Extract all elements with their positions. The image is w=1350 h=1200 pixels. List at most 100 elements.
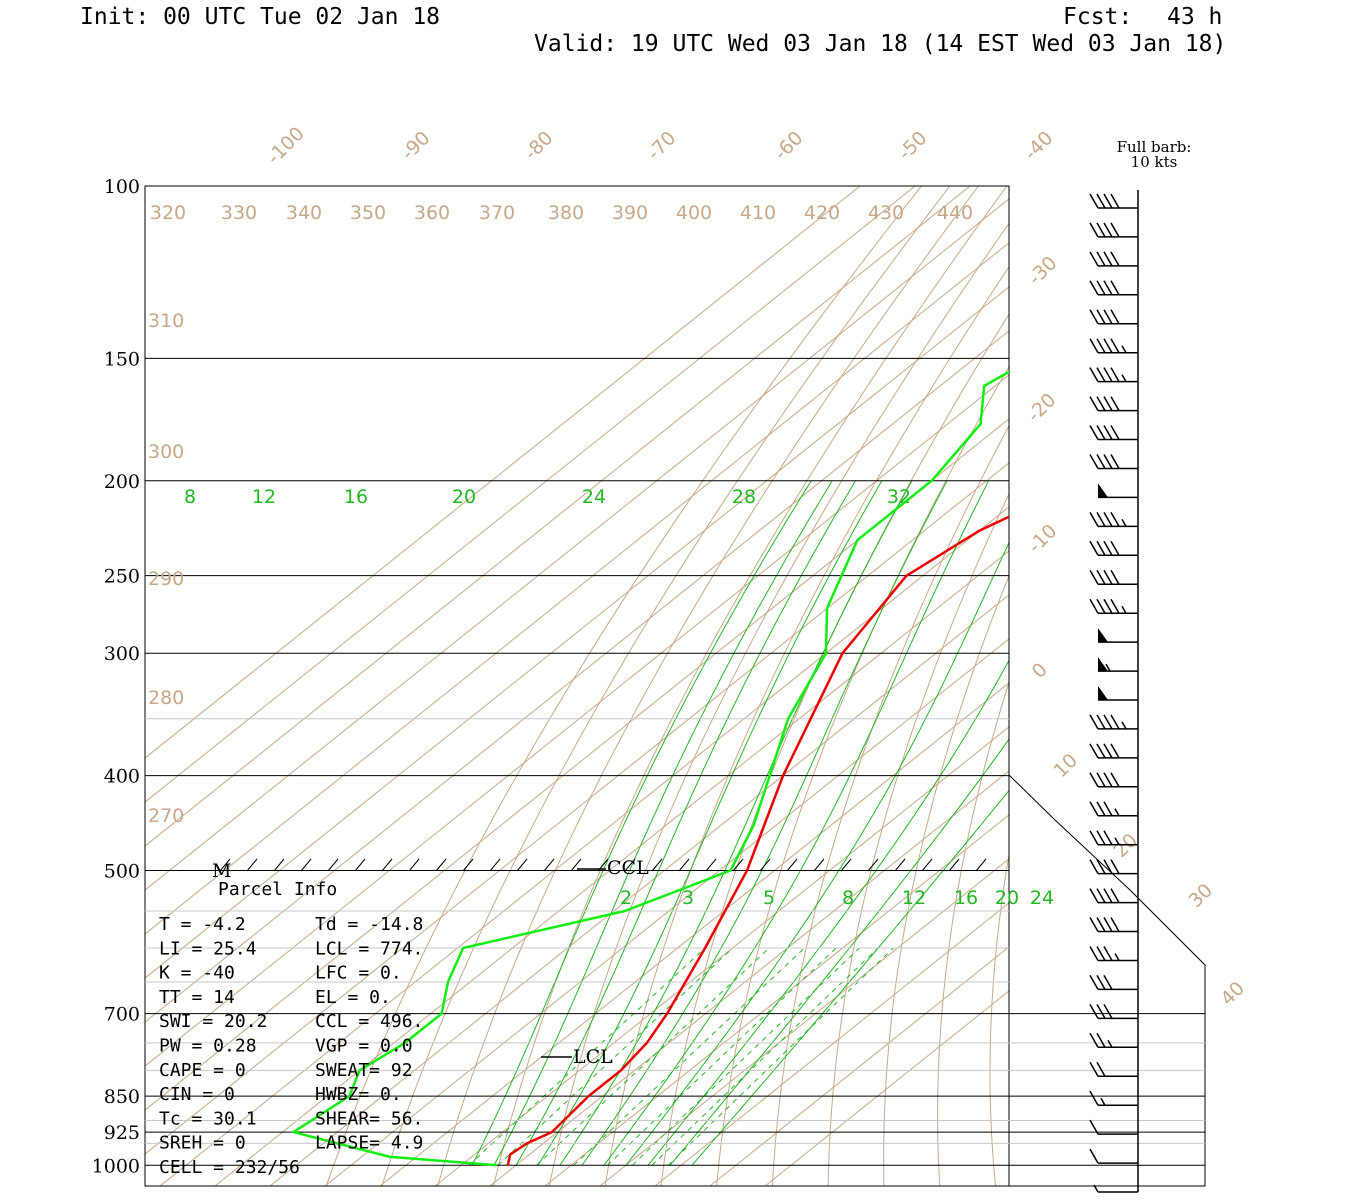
mixing-ratio-label: 8 <box>842 887 854 909</box>
mixing-ratio-line <box>651 947 879 1166</box>
theta-label: 440 <box>937 202 973 224</box>
mixing-ratio-line <box>497 947 734 1166</box>
dry-adiabat-line <box>827 492 1009 1186</box>
isotherm-label: -20 <box>1023 389 1061 427</box>
hatch-mark <box>300 858 312 872</box>
isotherm-line <box>379 682 1009 1186</box>
barb-panel-frame <box>145 186 1206 1187</box>
isotherm-line <box>145 374 1009 1067</box>
theta-label: 370 <box>479 202 515 224</box>
wind-barb <box>1089 569 1138 585</box>
isotherm-label: -50 <box>894 127 932 165</box>
isotherm-line <box>489 770 1009 1186</box>
dewpoint-profile <box>292 370 1009 1167</box>
parcel-info-title: Parcel Info <box>218 879 337 900</box>
pressure-tick-label: 300 <box>104 643 140 665</box>
isotherm-label: 0 <box>1028 659 1052 683</box>
theta-label: 280 <box>148 687 184 709</box>
mixing-ratio-line <box>536 947 770 1166</box>
pressure-tick-label: 500 <box>104 860 140 882</box>
moist-adiabat-line <box>471 480 812 1166</box>
hatch-mark <box>516 858 528 872</box>
parcel-row-left: TT = 14 <box>159 987 235 1008</box>
theta-label: 290 <box>148 568 184 590</box>
wind-barb <box>1089 1090 1138 1106</box>
wind-barb <box>1089 830 1138 846</box>
forecast-hour: 43 h <box>1167 4 1223 30</box>
hatch-mark <box>975 858 987 872</box>
mixing-ratio-label: 16 <box>954 887 978 909</box>
lcl-marker: LCL <box>573 1046 613 1068</box>
wind-barb <box>1089 946 1138 962</box>
wind-barb <box>1089 859 1138 875</box>
dry-adiabat-line <box>1186 186 1350 1186</box>
isotherm-line <box>145 242 1009 935</box>
mixing-ratio-label: 12 <box>902 887 926 909</box>
theta-label: 400 <box>676 202 712 224</box>
wind-barb <box>1089 598 1138 614</box>
barb-legend-line1: Full barb: <box>1117 138 1192 156</box>
hatch-mark <box>948 858 960 872</box>
hatch-mark <box>624 858 636 872</box>
parcel-row-right: Td = -14.8 <box>315 914 423 935</box>
parcel-row-left: CELL = 232/56 <box>159 1157 300 1178</box>
wetbulb-label: 12 <box>252 486 276 508</box>
hatch-mark <box>462 858 474 872</box>
wind-barb <box>1089 1032 1138 1049</box>
isotherm-line <box>214 550 1009 1186</box>
dry-adiabat-line <box>660 313 1009 1186</box>
wind-barb <box>1089 540 1138 557</box>
isotherm-label: -100 <box>263 123 309 169</box>
isotherm-line <box>544 814 1009 1186</box>
isotherm-label: -10 <box>1024 520 1062 558</box>
moist-adiabat-line <box>691 789 1009 1166</box>
wind-barb <box>1089 367 1138 383</box>
parcel-row-right: LFC = 0. <box>315 963 402 984</box>
wind-barb <box>1098 686 1138 701</box>
theta-label: 270 <box>148 805 184 827</box>
wind-barb <box>1089 309 1138 325</box>
hatch-mark <box>678 858 690 872</box>
hatch-mark <box>435 858 447 872</box>
moist-adiabat-line <box>515 480 856 1166</box>
dry-adiabat-line <box>1277 186 1350 1186</box>
pressure-tick-label: 150 <box>104 348 140 370</box>
parcel-row-right: SHEAR= 56. <box>315 1108 423 1129</box>
theta-label: 420 <box>804 202 840 224</box>
isotherm-line <box>764 990 1009 1186</box>
pressure-tick-label: 850 <box>104 1086 140 1108</box>
wetbulb-label: 32 <box>887 486 911 508</box>
isotherm-line <box>145 330 1009 1023</box>
moist-adiabat-line <box>559 480 913 1166</box>
theta-label: 380 <box>548 202 584 224</box>
isotherm-label: -40 <box>1020 127 1058 165</box>
wind-barb <box>1089 1148 1138 1164</box>
isotherm-line <box>434 726 1009 1186</box>
wetbulb-label: 8 <box>184 486 196 508</box>
isotherm-label: 40 <box>1216 977 1249 1010</box>
theta-label: 330 <box>221 202 257 224</box>
parcel-row-left: Tc = 30.1 <box>159 1108 257 1129</box>
dry-adiabat-line <box>1321 186 1350 1186</box>
wind-barb <box>1098 483 1138 499</box>
wind-barb <box>1089 396 1138 412</box>
isotherm-line <box>145 462 1009 1155</box>
mixing-ratio-line <box>667 947 894 1166</box>
dry-adiabat-line <box>1139 186 1349 1186</box>
wind-barb <box>1089 512 1138 528</box>
mixing-ratio-label: 5 <box>763 887 775 909</box>
wind-barb <box>1089 193 1138 209</box>
pressure-tick-label: 925 <box>104 1122 140 1144</box>
isotherm-line <box>145 286 1009 979</box>
mixing-ratio-label: 2 <box>620 887 632 909</box>
hatch-mark <box>354 858 366 872</box>
wind-barb <box>1098 657 1138 672</box>
parcel-row-right: CCL = 496. <box>315 1011 423 1032</box>
hatch-mark <box>489 858 501 872</box>
wind-barb <box>1089 338 1138 354</box>
dry-adiabat-line <box>548 222 1009 1186</box>
wind-barb <box>1089 772 1138 788</box>
marker-m: M <box>212 860 231 882</box>
isotherm-line <box>599 858 1009 1186</box>
